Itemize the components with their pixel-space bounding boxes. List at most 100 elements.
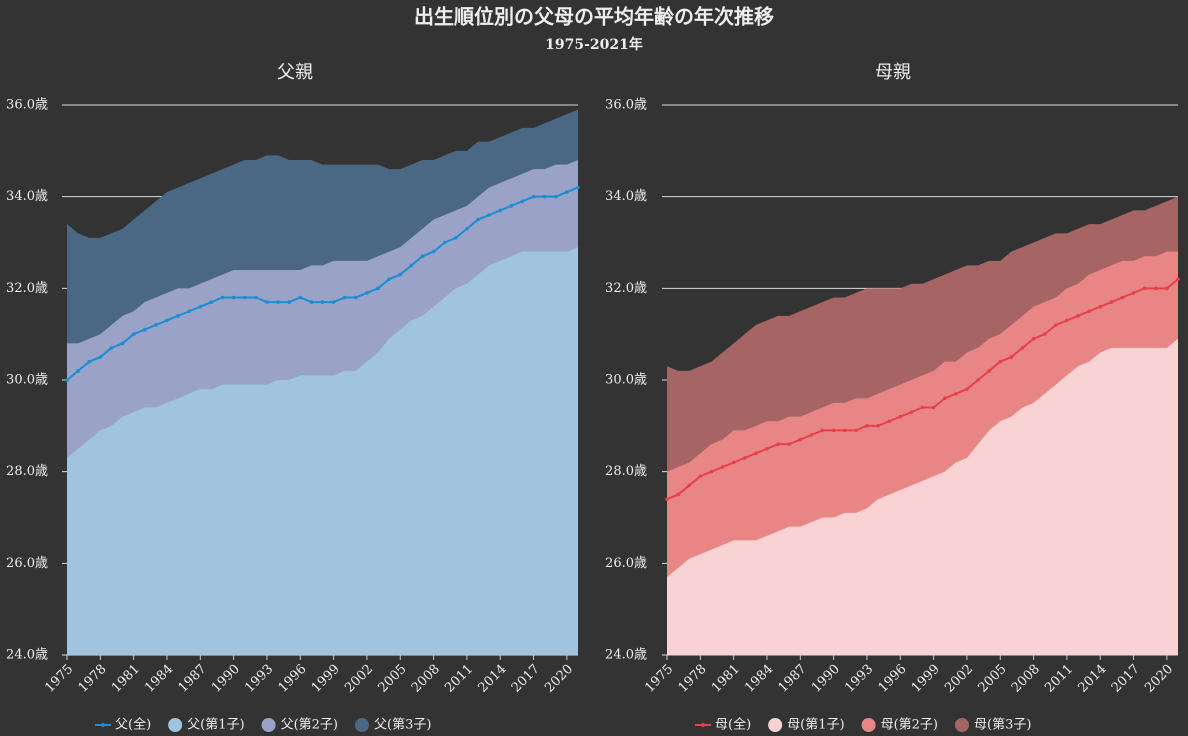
point (120, 341, 125, 346)
point (1020, 346, 1025, 350)
y-tick-label: 26.0歳 (605, 556, 647, 571)
x-tick-label: 2002 (342, 662, 376, 696)
point (1109, 300, 1114, 304)
point (709, 469, 714, 474)
point (254, 295, 258, 300)
y-tick-label: 24.0歳 (6, 648, 48, 663)
point (854, 428, 858, 433)
point (1165, 286, 1169, 291)
point (742, 456, 747, 460)
point (342, 295, 347, 300)
x-tick-label: 2011 (1042, 662, 1076, 696)
point (1031, 336, 1036, 341)
point (676, 492, 680, 497)
point (231, 295, 236, 300)
point (1176, 277, 1180, 281)
x-tick-label: 1978 (76, 662, 110, 696)
point (698, 474, 703, 479)
area (667, 338, 1178, 655)
legend-item: 母(第3子) (955, 718, 1031, 733)
point (976, 378, 980, 382)
point (198, 304, 203, 309)
point (1076, 314, 1080, 318)
point (865, 424, 869, 428)
y-tick-label: 32.0歳 (605, 281, 647, 296)
x-tick-label: 1987 (776, 662, 810, 696)
legend-marker (261, 718, 276, 732)
point (187, 309, 191, 314)
panel-title: 父親 (277, 62, 313, 83)
y-tick-label: 34.0歳 (6, 189, 48, 204)
x-tick-label: 2005 (976, 662, 1010, 696)
x-tick-label: 1993 (242, 662, 276, 696)
point (309, 300, 314, 304)
x-tick-label: 1996 (876, 662, 910, 696)
point (431, 249, 436, 254)
point (776, 442, 780, 446)
point (154, 323, 158, 327)
point (454, 236, 458, 240)
legend-item: 母(第1子) (768, 718, 845, 733)
legend-label: 父(全) (115, 717, 151, 733)
point (242, 295, 247, 300)
x-tick-label: 2002 (942, 662, 976, 696)
x-tick-label: 1984 (742, 662, 776, 696)
point (520, 199, 525, 204)
point (365, 291, 369, 295)
point (276, 300, 280, 304)
y-tick-label: 32.0歳 (6, 281, 48, 296)
x-tick-label: 2014 (476, 662, 510, 696)
point (1131, 291, 1136, 295)
x-tick-label: 2011 (442, 662, 476, 696)
point (76, 369, 80, 373)
point (831, 428, 836, 433)
x-tick-label: 2020 (1142, 662, 1176, 696)
point (354, 295, 358, 300)
point (942, 396, 947, 401)
point (787, 442, 791, 446)
point (420, 254, 425, 259)
point (798, 437, 803, 442)
panel-title: 母親 (875, 62, 911, 83)
point (476, 217, 480, 222)
point (576, 185, 580, 190)
point (820, 428, 825, 433)
point (376, 286, 380, 291)
point (565, 190, 569, 194)
point (954, 391, 958, 396)
point (887, 419, 891, 424)
point (142, 327, 147, 332)
point (1009, 355, 1014, 359)
legend-marker (861, 718, 876, 732)
point (931, 405, 936, 410)
x-tick-label: 1975 (42, 662, 76, 696)
point (1054, 323, 1058, 327)
x-tick-label: 1978 (676, 662, 710, 696)
point (409, 263, 414, 268)
x-tick-label: 1999 (909, 662, 943, 696)
point (920, 405, 925, 410)
point (465, 226, 469, 231)
y-tick-label: 36.0歳 (6, 98, 48, 113)
point (176, 314, 180, 318)
x-tick-label: 1990 (209, 662, 243, 696)
legend-item: 父(第1子) (168, 718, 245, 733)
point (1120, 295, 1125, 300)
x-tick-label: 1981 (109, 662, 143, 696)
point (65, 378, 69, 382)
point (809, 433, 814, 437)
point (298, 295, 303, 300)
y-tick-label: 28.0歳 (605, 464, 647, 479)
point (498, 208, 503, 213)
point (665, 497, 669, 501)
legend-label: 母(第3子) (974, 718, 1031, 733)
legend-marker (355, 718, 369, 732)
legend-marker (101, 723, 105, 727)
point (1042, 332, 1047, 336)
point (442, 240, 447, 245)
y-tick-label: 28.0歳 (6, 464, 48, 479)
point (487, 213, 491, 217)
legend-marker (701, 723, 705, 727)
y-tick-label: 30.0歳 (605, 373, 647, 388)
